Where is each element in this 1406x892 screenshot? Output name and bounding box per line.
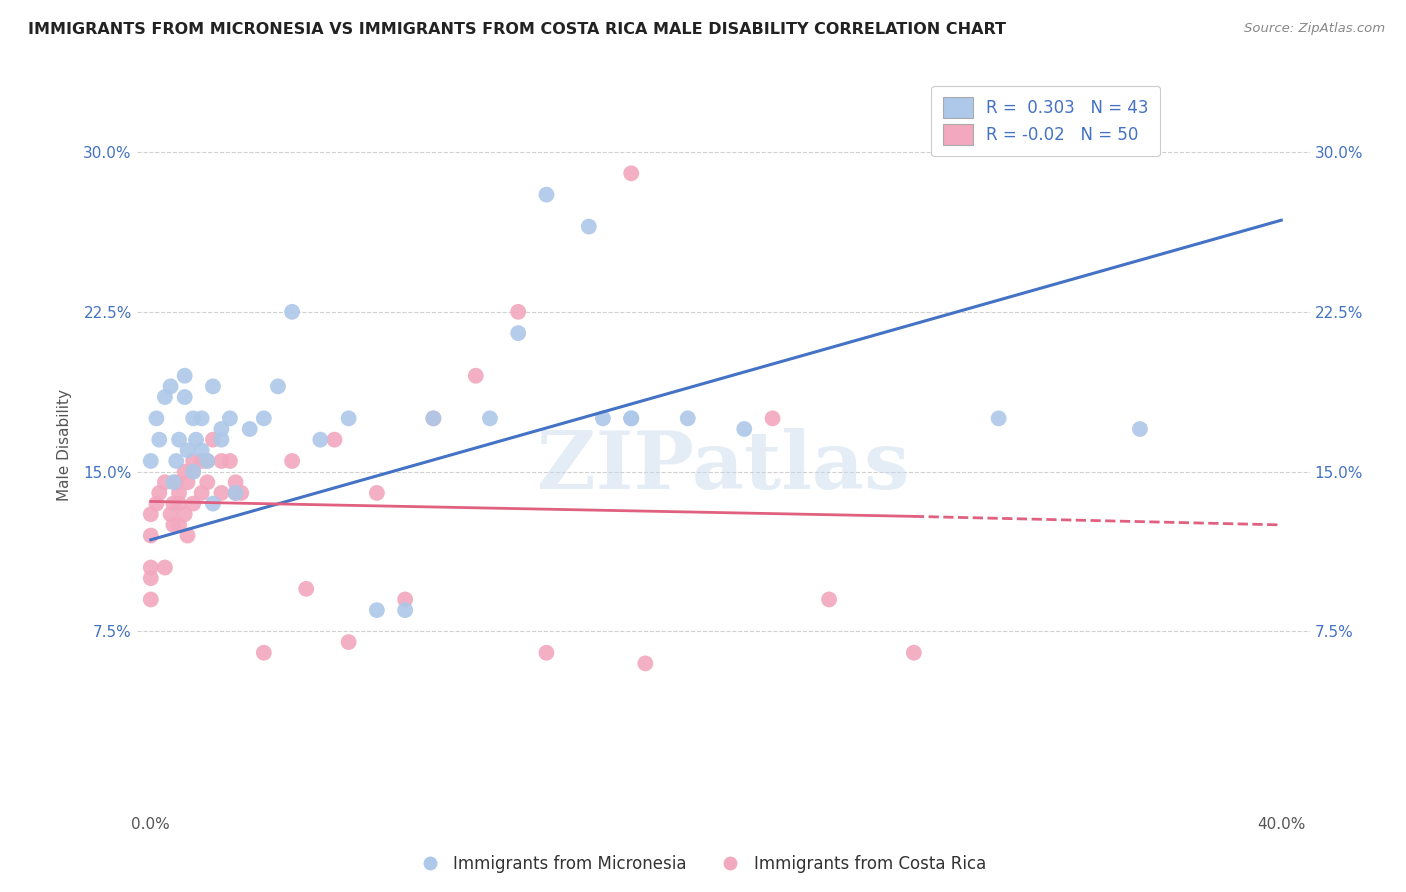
Point — [159, 507, 181, 521]
Point — [181, 497, 204, 511]
Point — [190, 411, 212, 425]
Point — [536, 187, 558, 202]
Point — [478, 411, 501, 425]
Point — [153, 475, 176, 490]
Point — [148, 486, 170, 500]
Point — [162, 517, 184, 532]
Point — [145, 497, 167, 511]
Point — [181, 465, 204, 479]
Point — [209, 486, 232, 500]
Point — [195, 454, 218, 468]
Point — [225, 486, 247, 500]
Point — [153, 390, 176, 404]
Point — [253, 411, 276, 425]
Point — [337, 411, 360, 425]
Point — [162, 497, 184, 511]
Point — [309, 433, 332, 447]
Point — [508, 326, 530, 340]
Point — [181, 454, 204, 468]
Point — [181, 411, 204, 425]
Text: Source: ZipAtlas.com: Source: ZipAtlas.com — [1244, 22, 1385, 36]
Point — [173, 368, 195, 383]
Point — [139, 528, 162, 542]
Point — [173, 507, 195, 521]
Point — [508, 305, 530, 319]
Point — [337, 635, 360, 649]
Point — [139, 560, 162, 574]
Point — [162, 475, 184, 490]
Point — [176, 475, 198, 490]
Point — [592, 411, 614, 425]
Point — [201, 433, 224, 447]
Point — [184, 433, 207, 447]
Point — [818, 592, 841, 607]
Legend: R =  0.303   N = 43, R = -0.02   N = 50: R = 0.303 N = 43, R = -0.02 N = 50 — [931, 86, 1160, 156]
Point — [239, 422, 262, 436]
Point — [620, 166, 643, 180]
Point — [190, 486, 212, 500]
Point — [578, 219, 600, 234]
Point — [139, 592, 162, 607]
Point — [181, 465, 204, 479]
Point — [394, 592, 416, 607]
Point — [148, 433, 170, 447]
Point — [231, 486, 253, 500]
Point — [366, 486, 388, 500]
Point — [139, 507, 162, 521]
Point — [165, 454, 187, 468]
Point — [139, 454, 162, 468]
Point — [167, 497, 190, 511]
Legend: Immigrants from Micronesia, Immigrants from Costa Rica: Immigrants from Micronesia, Immigrants f… — [413, 848, 993, 880]
Point — [464, 368, 486, 383]
Point — [159, 379, 181, 393]
Point — [281, 305, 304, 319]
Point — [195, 454, 218, 468]
Point — [366, 603, 388, 617]
Point — [219, 411, 242, 425]
Point — [145, 411, 167, 425]
Point — [394, 603, 416, 617]
Point — [620, 411, 643, 425]
Point — [219, 454, 242, 468]
Point — [201, 497, 224, 511]
Point — [201, 379, 224, 393]
Point — [281, 454, 304, 468]
Point — [295, 582, 318, 596]
Point — [987, 411, 1010, 425]
Point — [267, 379, 290, 393]
Point — [903, 646, 925, 660]
Y-axis label: Male Disability: Male Disability — [58, 389, 72, 501]
Point — [225, 475, 247, 490]
Point — [422, 411, 444, 425]
Point — [225, 486, 247, 500]
Point — [167, 433, 190, 447]
Point — [253, 646, 276, 660]
Point — [176, 528, 198, 542]
Point — [620, 411, 643, 425]
Point — [209, 422, 232, 436]
Point — [209, 433, 232, 447]
Point — [167, 517, 190, 532]
Text: IMMIGRANTS FROM MICRONESIA VS IMMIGRANTS FROM COSTA RICA MALE DISABILITY CORRELA: IMMIGRANTS FROM MICRONESIA VS IMMIGRANTS… — [28, 22, 1007, 37]
Point — [323, 433, 346, 447]
Point — [176, 443, 198, 458]
Text: ZIPatlas: ZIPatlas — [537, 428, 910, 506]
Point — [139, 571, 162, 585]
Point — [422, 411, 444, 425]
Point — [190, 454, 212, 468]
Point — [676, 411, 699, 425]
Point — [190, 443, 212, 458]
Point — [165, 475, 187, 490]
Point — [167, 486, 190, 500]
Point — [173, 465, 195, 479]
Point — [536, 646, 558, 660]
Point — [733, 422, 755, 436]
Point — [761, 411, 783, 425]
Point — [209, 454, 232, 468]
Point — [1129, 422, 1152, 436]
Point — [173, 390, 195, 404]
Point — [634, 657, 657, 671]
Point — [195, 475, 218, 490]
Point — [153, 560, 176, 574]
